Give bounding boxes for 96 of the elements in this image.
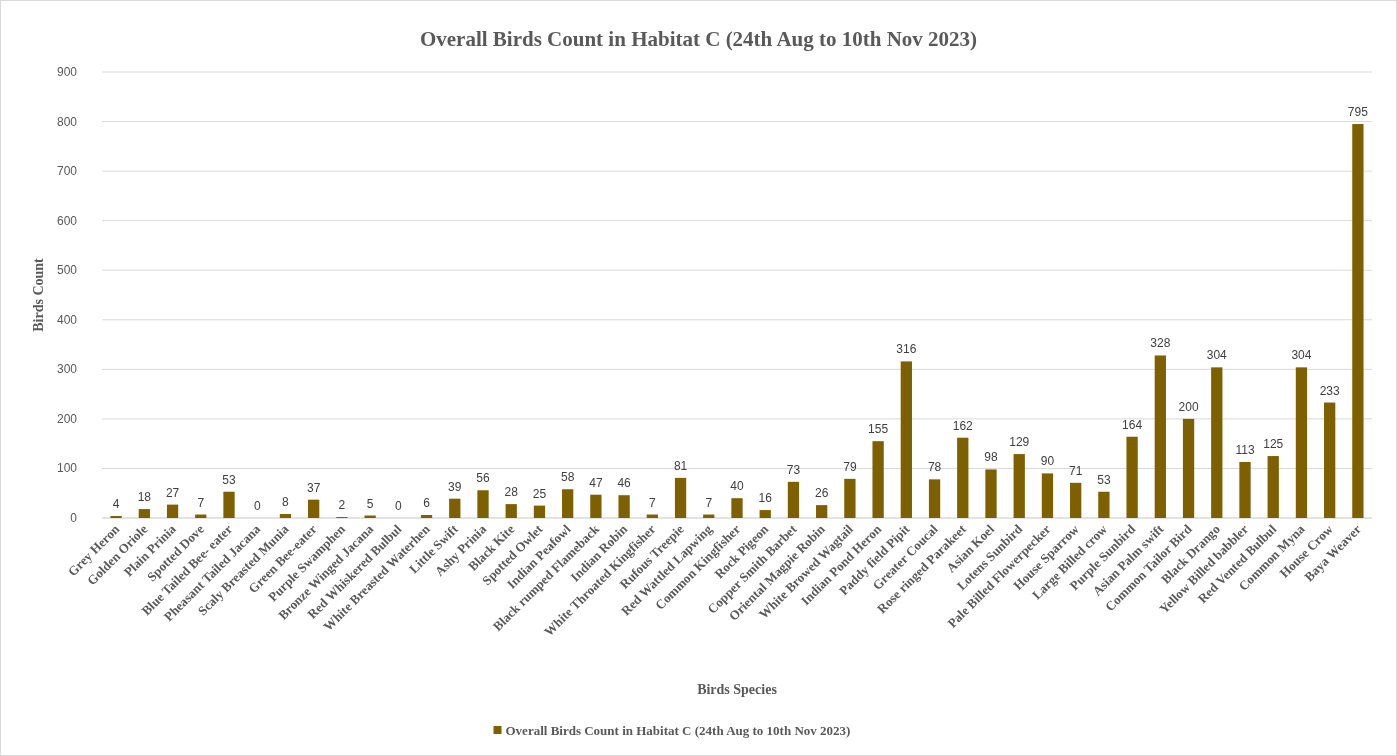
- data-label: 53: [1097, 472, 1111, 487]
- data-label: 0: [253, 499, 261, 513]
- data-label: 125: [1263, 437, 1284, 452]
- bar: [533, 505, 546, 518]
- data-label: 56: [476, 471, 490, 486]
- bar: [562, 489, 574, 518]
- bar: [1013, 454, 1025, 518]
- data-label: 7: [197, 495, 205, 510]
- bar: [1352, 124, 1364, 518]
- bar: [844, 478, 856, 518]
- data-label: 304: [1291, 348, 1312, 363]
- data-label: 25: [532, 486, 547, 501]
- bar: [138, 509, 150, 518]
- y-tick-label: 200: [56, 411, 78, 426]
- data-label: 233: [1319, 383, 1340, 398]
- y-tick-label: 500: [56, 263, 78, 278]
- bar: [1239, 462, 1251, 518]
- bar: [1182, 418, 1195, 518]
- bar: [477, 490, 489, 518]
- bar: [618, 495, 630, 518]
- data-label: 26: [814, 486, 829, 501]
- x-axis-title: Birds Species: [697, 682, 778, 697]
- bar: [1098, 491, 1110, 518]
- data-label: 79: [843, 459, 857, 474]
- bar: [1126, 436, 1138, 518]
- data-label: 18: [137, 490, 152, 505]
- data-label: 90: [1040, 454, 1055, 469]
- data-label: 316: [896, 342, 917, 357]
- y-tick-label: 100: [56, 461, 78, 476]
- bar: [1267, 456, 1279, 518]
- data-label: 46: [617, 476, 632, 491]
- data-label: 5: [366, 496, 374, 511]
- bar: [505, 504, 517, 518]
- data-label: 2: [338, 498, 346, 513]
- bar: [816, 505, 828, 518]
- data-label: 71: [1068, 463, 1083, 478]
- data-label: 113: [1235, 443, 1255, 457]
- data-label: 27: [165, 485, 180, 500]
- y-tick-label: 0: [70, 511, 78, 525]
- bar: [1154, 355, 1166, 518]
- data-label: 39: [448, 479, 462, 494]
- bar: [1070, 482, 1082, 518]
- data-label: 78: [927, 460, 942, 475]
- data-label: 37: [306, 480, 321, 495]
- data-label: 53: [222, 472, 236, 487]
- y-tick-label: 400: [56, 312, 78, 327]
- data-label: 98: [984, 450, 998, 465]
- bar: [985, 469, 997, 518]
- y-tick-label: 600: [56, 213, 78, 228]
- bar: [223, 491, 235, 518]
- y-tick-label: 800: [56, 114, 78, 129]
- bar: [731, 498, 743, 518]
- data-label: 7: [705, 495, 713, 510]
- bar: [279, 514, 292, 518]
- data-label: 129: [1009, 435, 1030, 450]
- data-label: 304: [1206, 348, 1228, 363]
- bar: [420, 515, 433, 518]
- data-label: 6: [423, 496, 431, 511]
- legend-label: Overall Birds Count in Habitat C (24th Aug to 10th Nov 2023): [505, 723, 851, 738]
- bar: [957, 437, 969, 518]
- y-axis-title: Birds Count: [31, 257, 46, 332]
- bar: [1295, 367, 1308, 518]
- bar: [928, 479, 941, 518]
- data-label: 40: [730, 479, 744, 494]
- data-label: 162: [952, 418, 974, 433]
- data-label: 7: [648, 495, 656, 510]
- data-label: 795: [1347, 105, 1369, 120]
- bar: [308, 499, 320, 518]
- data-label: 58: [560, 470, 575, 485]
- bar: [759, 510, 771, 518]
- bar: [900, 361, 912, 518]
- y-tick-label: 300: [56, 362, 78, 377]
- data-label: 0: [394, 499, 402, 513]
- bar: [449, 498, 461, 518]
- chart-title: Overall Birds Count in Habitat C (24th Aug to 10th Nov 2023): [419, 27, 978, 51]
- y-tick-label: 700: [56, 164, 78, 179]
- bar: [166, 504, 179, 518]
- bar: [1041, 473, 1054, 518]
- bar: [590, 494, 602, 518]
- bar: [1324, 402, 1336, 518]
- data-label: 8: [282, 495, 290, 510]
- data-label: 164: [1122, 417, 1143, 432]
- bar: [787, 481, 800, 518]
- data-label: 328: [1150, 336, 1171, 351]
- data-label: 155: [868, 422, 889, 437]
- bar: [1211, 367, 1223, 518]
- data-label: 28: [504, 485, 519, 500]
- data-label: 200: [1178, 399, 1199, 414]
- data-label: 4: [112, 497, 120, 512]
- bar: [872, 441, 884, 518]
- bar: [674, 477, 687, 518]
- data-label: 81: [673, 458, 688, 473]
- y-tick-label: 900: [56, 65, 78, 79]
- data-label: 47: [589, 475, 603, 490]
- data-label: 16: [758, 491, 773, 506]
- data-label: 73: [786, 462, 801, 477]
